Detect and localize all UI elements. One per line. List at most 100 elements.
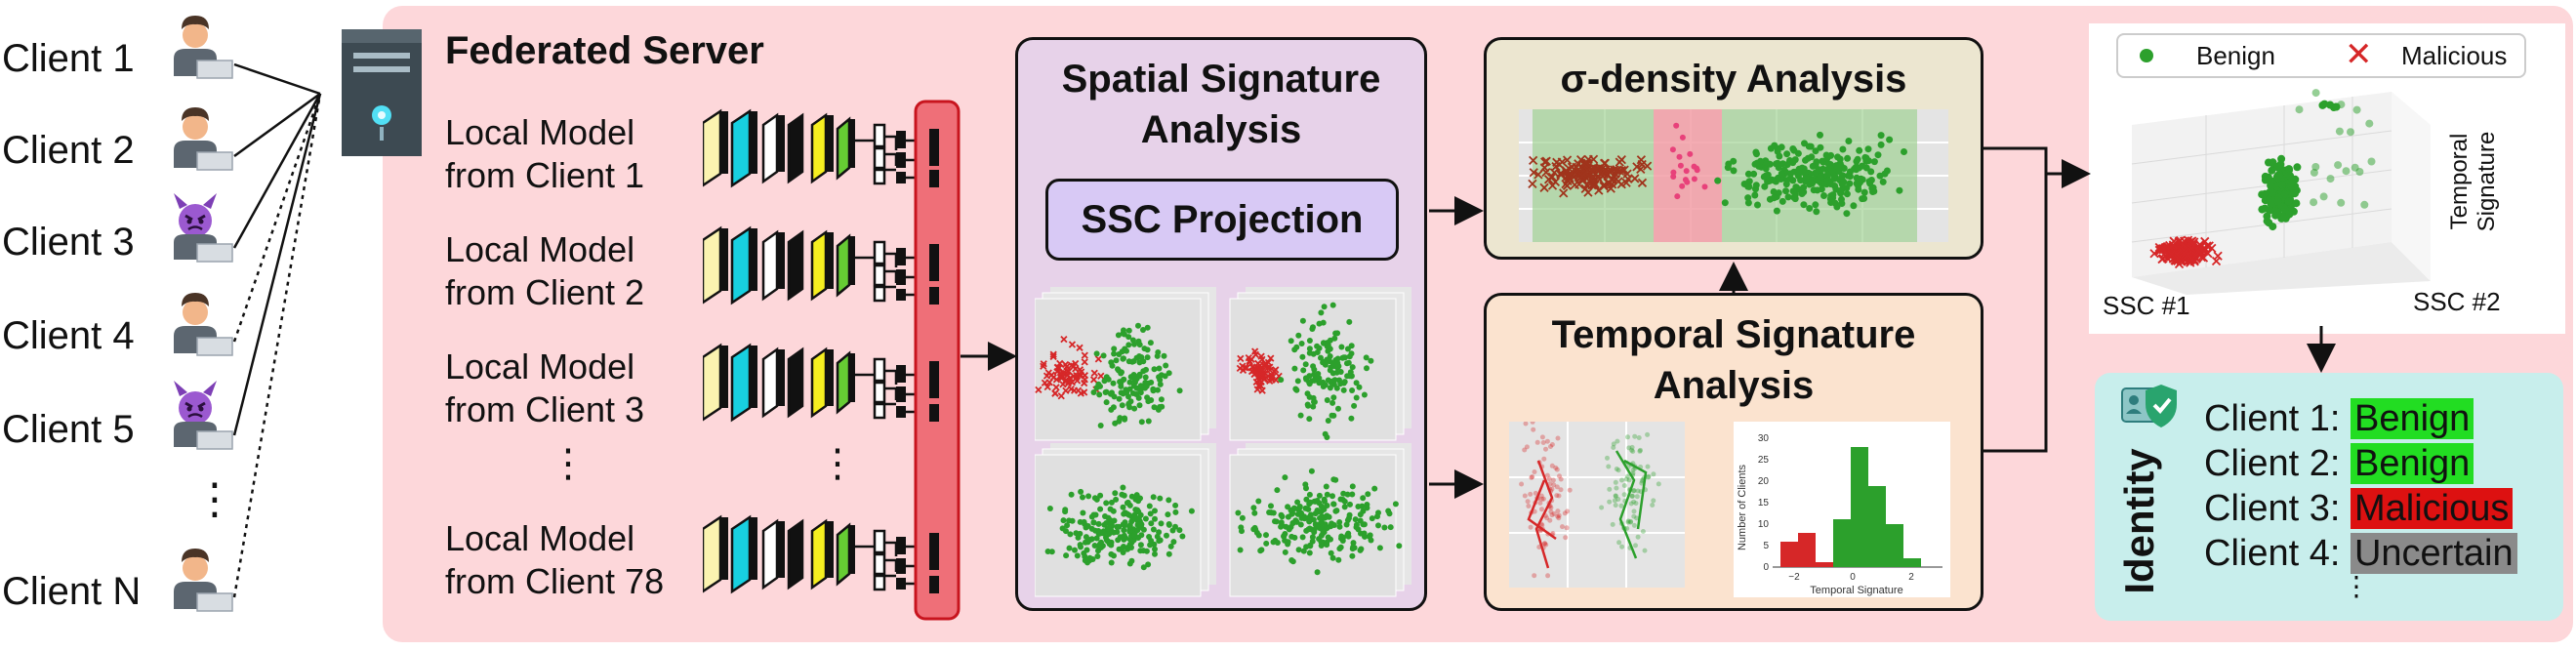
benign-point — [1110, 404, 1117, 411]
benign-point — [1800, 183, 1808, 191]
benign-point — [1774, 159, 1781, 167]
benign-point — [1629, 444, 1635, 450]
temporal-trajectory-plot — [1509, 422, 1685, 588]
benign-point — [2269, 223, 2277, 231]
benign-point — [1330, 394, 1337, 401]
malicious-point — [1525, 499, 1531, 505]
benign-point — [1355, 526, 1362, 533]
benign-point — [2311, 163, 2320, 171]
benign-point — [1048, 549, 1055, 555]
benign-point — [1797, 177, 1805, 184]
benign-point — [1818, 185, 1825, 193]
benign-point — [1784, 193, 1792, 201]
malicious-point — [2168, 240, 2179, 250]
benign-point — [1103, 388, 1110, 395]
benign-point — [1145, 398, 1152, 405]
benign-point — [1752, 185, 1759, 193]
benign-point — [1078, 488, 1084, 495]
benign-point — [1356, 384, 1363, 390]
malicious-point — [1549, 442, 1555, 447]
benign-point — [1353, 380, 1360, 387]
benign-point — [1074, 552, 1081, 559]
benign-point — [1877, 141, 1885, 148]
malicious-point — [1094, 355, 1102, 363]
benign-point — [1335, 405, 1341, 412]
benign-point — [1361, 391, 1368, 398]
benign-point — [1329, 493, 1335, 500]
histogram-ytick: 30 — [1758, 433, 1770, 444]
malicious-point — [1591, 164, 1601, 174]
legend-malicious-label: Malicious — [2401, 41, 2508, 70]
benign-point — [1114, 523, 1121, 530]
benign-point — [1120, 504, 1126, 510]
benign-point — [1329, 399, 1336, 406]
benign-point — [1350, 540, 1357, 547]
benign-point — [1255, 532, 1262, 539]
local-model-line: Local Model — [445, 229, 635, 269]
benign-point — [1321, 358, 1328, 365]
benign-point — [1133, 492, 1140, 499]
benign-point — [1137, 387, 1144, 394]
benign-point — [1302, 361, 1309, 368]
benign-point — [2334, 161, 2343, 170]
identity-client: Client 3: — [2204, 488, 2341, 529]
histogram-bar-benign — [1868, 486, 1886, 567]
benign-point — [2360, 200, 2369, 209]
benign-point — [1618, 503, 1624, 509]
malicious-point — [1547, 481, 1553, 487]
benign-point — [1320, 384, 1327, 389]
benign-point — [1298, 509, 1304, 516]
benign-point — [1117, 415, 1124, 422]
benign-point — [1349, 364, 1356, 371]
benign-point — [1137, 383, 1144, 389]
malicious-point — [1543, 446, 1548, 452]
benign-point — [1103, 399, 1110, 406]
borderline-point — [1687, 150, 1694, 157]
malicious-point — [1059, 381, 1067, 388]
benign-point — [1300, 367, 1307, 374]
benign-point — [1637, 448, 1643, 454]
benign-point — [1349, 483, 1356, 490]
malicious-point — [1528, 524, 1533, 530]
benign-point — [1754, 201, 1761, 209]
benign-point — [1812, 201, 1820, 209]
legend-benign-label: Benign — [2196, 41, 2275, 70]
benign-point — [1294, 378, 1301, 385]
benign-point — [1386, 510, 1393, 517]
benign-point — [1730, 167, 1738, 175]
benign-point — [1125, 358, 1132, 365]
benign-point — [2318, 101, 2327, 109]
benign-point — [1340, 354, 1347, 361]
benign-point — [2342, 167, 2351, 176]
benign-point — [1110, 380, 1117, 387]
benign-point — [2367, 157, 2376, 166]
borderline-point — [1691, 176, 1697, 183]
benign-point — [1327, 337, 1333, 344]
benign-point — [1161, 352, 1167, 359]
benign-point — [1820, 192, 1827, 199]
benign-point — [1336, 523, 1343, 530]
benign-point — [1306, 549, 1313, 556]
person-icon — [173, 15, 233, 79]
benign-point — [1299, 534, 1306, 541]
benign-point — [1325, 418, 1331, 424]
benign-point — [1605, 455, 1610, 461]
benign-point — [1318, 532, 1325, 539]
temporal-histogram: Number of Clients 0 5 10 15 20 25 30 −2 … — [1734, 422, 1950, 597]
histogram-ytick: 0 — [1763, 562, 1769, 573]
benign-point — [1176, 387, 1183, 394]
benign-point — [1263, 540, 1270, 547]
benign-point — [1626, 477, 1632, 483]
malicious-point — [2173, 254, 2184, 264]
benign-point — [1116, 395, 1123, 402]
identity-client: Client 1: — [2204, 398, 2341, 439]
benign-point — [1288, 533, 1295, 540]
benign-point — [1310, 363, 1317, 370]
malicious-point — [1269, 373, 1277, 381]
histogram-ytick: 15 — [1758, 498, 1770, 509]
benign-point — [1630, 449, 1636, 454]
borderline-point — [1679, 134, 1686, 141]
malicious-point — [1057, 392, 1065, 400]
malicious-point — [1577, 171, 1587, 182]
benign-point — [1116, 351, 1123, 357]
